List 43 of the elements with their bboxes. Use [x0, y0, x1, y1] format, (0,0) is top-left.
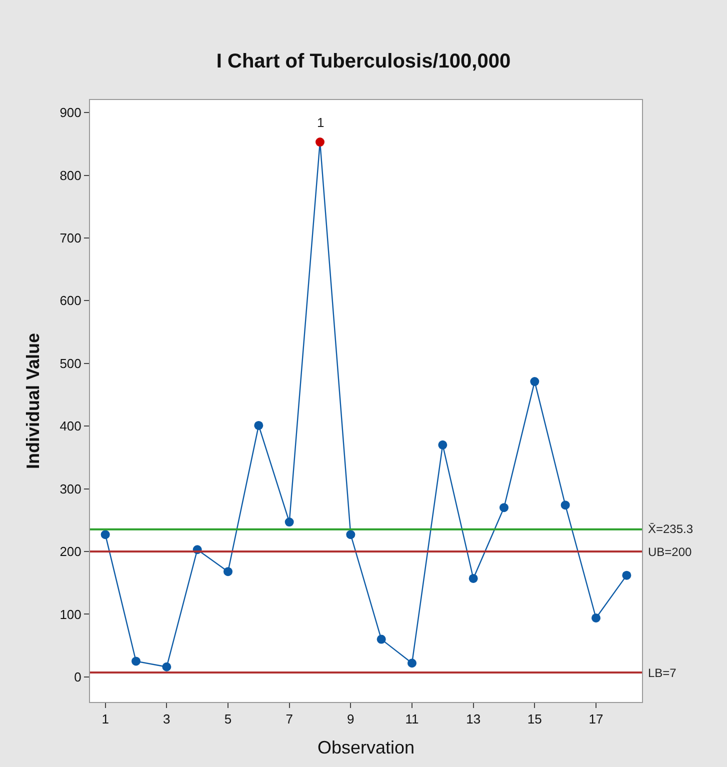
- y-tick-label: 200: [60, 544, 82, 560]
- y-tick-label: 600: [60, 293, 82, 308]
- x-tick-label: 1: [102, 712, 109, 727]
- ref-line-label: X̄=235.3: [648, 522, 694, 536]
- point: [530, 377, 540, 386]
- point: [132, 656, 140, 666]
- y-tick-label: 700: [60, 230, 82, 246]
- y-tick-label: 100: [60, 606, 82, 622]
- y-tick-label: 300: [60, 481, 82, 496]
- x-tick-label: 3: [163, 712, 170, 727]
- point: [346, 530, 356, 540]
- point: [438, 440, 448, 450]
- point: [376, 634, 386, 644]
- y-tick-label: 400: [60, 418, 82, 434]
- point: [560, 500, 570, 510]
- y-axis-title: Individual Value: [22, 332, 43, 470]
- point: [100, 530, 110, 540]
- y-tick-label: 800: [60, 168, 82, 183]
- x-tick-label: 9: [347, 712, 354, 727]
- y-tick-label: 0: [74, 669, 82, 684]
- x-tick-label: 5: [224, 712, 232, 727]
- point: [224, 567, 232, 576]
- y-tick-label: 900: [60, 105, 82, 120]
- point: [254, 420, 264, 430]
- point: [592, 613, 600, 622]
- x-tick-label: 13: [466, 712, 481, 727]
- point: [468, 574, 478, 583]
- point: [162, 662, 172, 672]
- point: [316, 138, 324, 147]
- chart-title: I Chart of Tuberculosis/100,000: [216, 50, 511, 73]
- x-tick-label: 17: [588, 712, 604, 727]
- x-tick-label: 15: [527, 712, 542, 727]
- point: [500, 503, 508, 512]
- ref-line-label: UB=200: [648, 545, 692, 559]
- annotation: 1: [317, 115, 324, 130]
- point: [622, 570, 632, 580]
- point: [408, 658, 416, 668]
- ref-line-label: LB=7: [648, 666, 677, 680]
- point: [284, 518, 294, 527]
- x-tick-label: 11: [405, 712, 419, 727]
- x-tick-label: 7: [286, 712, 293, 727]
- y-tick-label: 500: [60, 356, 82, 371]
- x-axis-title: Observation: [317, 738, 415, 758]
